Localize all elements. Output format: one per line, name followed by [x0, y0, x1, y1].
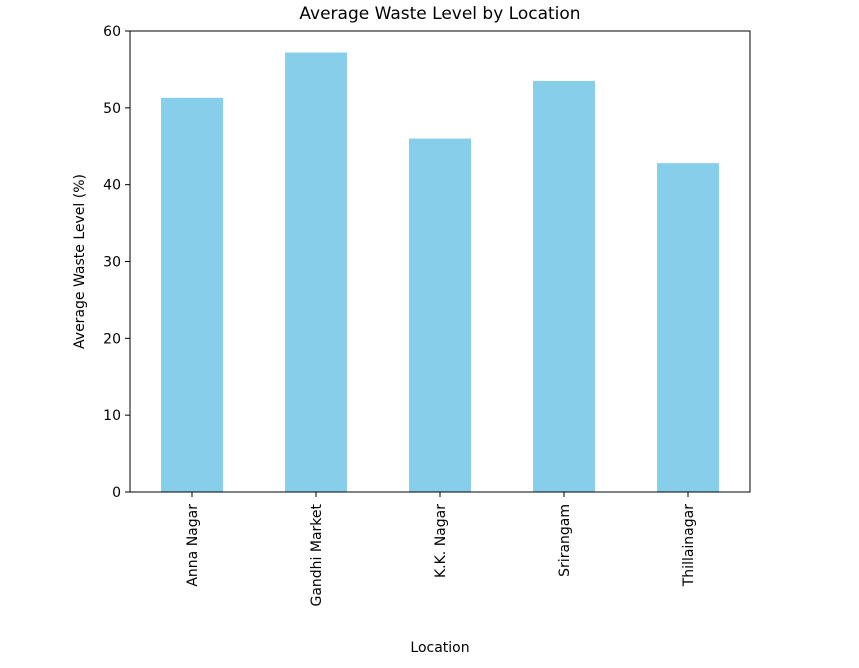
bar-anna-nagar: [161, 97, 223, 492]
y-tick-label: 10: [103, 408, 121, 424]
x-tick-label: K.K. Nagar: [433, 504, 449, 578]
bar-srirangam: [533, 80, 595, 493]
y-tick-label: 0: [112, 485, 121, 501]
y-tick-label: 30: [103, 255, 121, 271]
chart-title: Average Waste Level by Location: [299, 4, 580, 24]
x-axis-ticks: Anna Nagar Gandhi Market K.K. Nagar Srirang…: [185, 492, 697, 607]
plot-frame: [129, 30, 751, 493]
x-tick-label: Thillainagar: [681, 504, 697, 587]
y-tick-label: 60: [103, 24, 121, 40]
x-tick-label: Srirangam: [557, 504, 573, 577]
bar-thillainagar: [657, 163, 719, 493]
bar-gandhi-market: [285, 52, 347, 492]
y-axis-ticks: 0 10 20 30 40 50 60: [103, 24, 130, 501]
y-tick-label: 50: [103, 101, 121, 117]
y-tick-label: 40: [103, 178, 121, 194]
x-axis-label: Location: [410, 640, 469, 656]
y-axis-label: Average Waste Level (%): [72, 174, 88, 349]
x-tick-label: Anna Nagar: [185, 504, 201, 587]
x-tick-label: Gandhi Market: [309, 503, 325, 606]
bars-group: [161, 52, 719, 493]
bar-k-k-nagar: [409, 138, 471, 493]
y-tick-label: 20: [103, 331, 121, 347]
